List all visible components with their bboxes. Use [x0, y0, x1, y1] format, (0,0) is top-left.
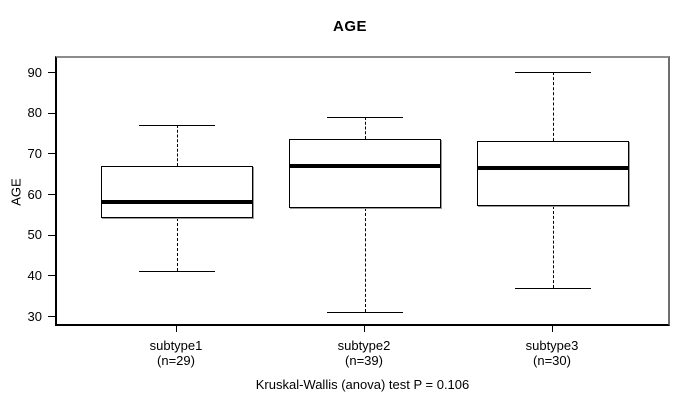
median-line — [477, 165, 629, 170]
upper-whisker-line — [365, 116, 366, 140]
category-label: subtype2 — [337, 338, 391, 353]
y-axis-label: AGE — [8, 178, 24, 206]
iqr-box-subtype1 — [101, 165, 253, 219]
upper-whisker-line — [553, 72, 554, 142]
y-tick-label: 70 — [27, 145, 42, 161]
category-label: subtype3 — [525, 338, 579, 353]
category-label: subtype1 — [149, 338, 203, 353]
category-count-label: (n=30) — [533, 353, 571, 368]
upper-whisker-cap — [139, 124, 215, 126]
upper-whisker-cap — [327, 116, 403, 118]
category-count-label: (n=29) — [157, 353, 195, 368]
upper-whisker-cap — [515, 72, 591, 73]
iqr-box-subtype3 — [477, 141, 629, 207]
lower-whisker-line — [365, 208, 366, 312]
median-line — [289, 163, 441, 168]
lower-whisker-cap — [139, 271, 215, 273]
y-tick-label: 50 — [27, 227, 42, 243]
y-tick-label: 40 — [27, 267, 42, 283]
lower-whisker-cap — [327, 311, 403, 313]
iqr-box-subtype2 — [289, 139, 441, 209]
lower-whisker-line — [177, 218, 178, 272]
median-line — [101, 200, 253, 205]
upper-whisker-line — [177, 124, 178, 166]
chart-title: AGE — [332, 18, 367, 35]
y-tick-label: 90 — [27, 64, 42, 80]
category-label-block: subtype3 (n=30) — [477, 338, 627, 368]
lower-whisker-line — [553, 206, 554, 288]
stat-test-caption: Kruskal-Wallis (anova) test P = 0.106 — [255, 377, 470, 392]
plot-area — [55, 56, 670, 326]
category-label-block: subtype1 (n=29) — [101, 338, 251, 368]
y-tick-label: 80 — [27, 105, 42, 121]
category-count-label: (n=39) — [345, 353, 383, 368]
y-tick-label: 30 — [27, 308, 42, 324]
lower-whisker-cap — [515, 287, 591, 289]
category-label-block: subtype2 (n=39) — [289, 338, 439, 368]
